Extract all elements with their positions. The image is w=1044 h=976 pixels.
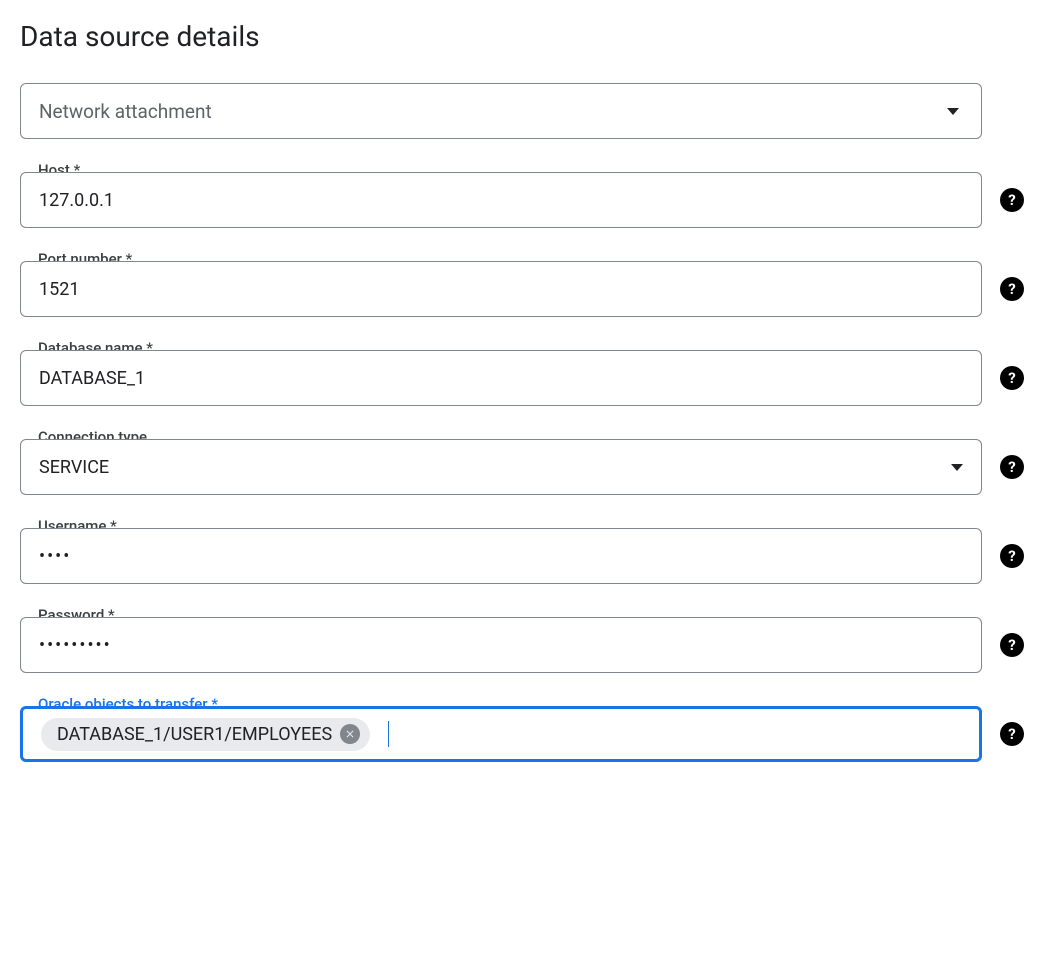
help-icon[interactable]: ? xyxy=(1000,544,1024,568)
objects-row: ┌ Oracle objects to transfer * ─ DATABAS… xyxy=(20,706,1024,762)
objects-field[interactable]: ┌ Oracle objects to transfer * ─ DATABAS… xyxy=(20,706,982,762)
help-icon[interactable]: ? xyxy=(1000,633,1024,657)
chevron-down-icon xyxy=(951,464,963,471)
help-icon[interactable]: ? xyxy=(1000,366,1024,390)
host-row: ┌ Host * ─ ? xyxy=(20,172,1024,228)
password-field: ┌ Password * ─ ••••••••• xyxy=(20,617,982,673)
help-icon[interactable]: ? xyxy=(1000,455,1024,479)
database-name-field: ┌ Database name * ─ xyxy=(20,350,982,406)
network-attachment-placeholder: Network attachment xyxy=(39,100,947,123)
port-input[interactable] xyxy=(39,279,963,300)
text-cursor xyxy=(388,721,389,747)
close-icon[interactable] xyxy=(340,724,360,744)
host-input[interactable] xyxy=(39,190,963,211)
chips-container: DATABASE_1/USER1/EMPLOYEES xyxy=(41,710,961,759)
username-row: ┌ Username * ─ •••• ? xyxy=(20,528,1024,584)
help-icon[interactable]: ? xyxy=(1000,188,1024,212)
chevron-down-icon xyxy=(947,108,959,115)
chip-label: DATABASE_1/USER1/EMPLOYEES xyxy=(57,724,332,745)
network-attachment-row: Network attachment xyxy=(20,83,1024,139)
help-icon[interactable]: ? xyxy=(1000,277,1024,301)
connection-type-row: ┌ Connection type ─ SERVICE ? xyxy=(20,439,1024,495)
username-input[interactable]: •••• xyxy=(39,546,963,567)
database-name-row: ┌ Database name * ─ ? xyxy=(20,350,1024,406)
database-name-input[interactable] xyxy=(39,368,963,389)
password-row: ┌ Password * ─ ••••••••• ? xyxy=(20,617,1024,673)
page-title: Data source details xyxy=(20,20,1024,53)
connection-type-value: SERVICE xyxy=(39,457,963,478)
username-field: ┌ Username * ─ •••• xyxy=(20,528,982,584)
network-attachment-field[interactable]: Network attachment xyxy=(20,83,982,139)
port-field: ┌ Port number * ─ xyxy=(20,261,982,317)
help-icon[interactable]: ? xyxy=(1000,722,1024,746)
connection-type-field[interactable]: ┌ Connection type ─ SERVICE xyxy=(20,439,982,495)
object-chip: DATABASE_1/USER1/EMPLOYEES xyxy=(41,718,370,751)
host-field: ┌ Host * ─ xyxy=(20,172,982,228)
password-input[interactable]: ••••••••• xyxy=(39,635,963,656)
port-row: ┌ Port number * ─ ? xyxy=(20,261,1024,317)
